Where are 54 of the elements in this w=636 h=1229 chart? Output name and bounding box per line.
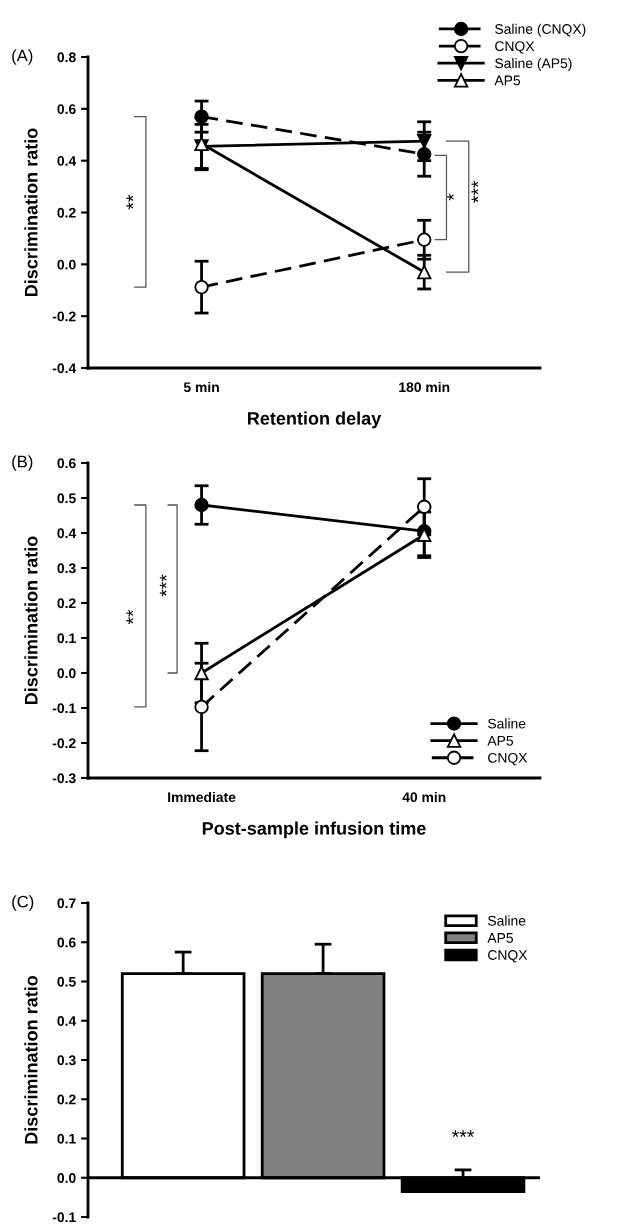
y-tick-label: 0.3 (57, 563, 76, 574)
y-tick-label: -0.4 (52, 363, 77, 374)
y-axis-title: Discrimination ratio (24, 536, 38, 705)
annotation: *** (471, 180, 479, 203)
annotation: ** (126, 194, 134, 210)
legend-label: Saline (488, 718, 526, 729)
y-axis-title: Discrimination ratio (24, 128, 38, 297)
y-tick-label: 0.4 (57, 1016, 77, 1026)
legend-label: CNQX (495, 41, 535, 54)
annotation: ** (126, 609, 134, 625)
text: (A) (12, 49, 33, 65)
x-axis-title: Post-sample infusion time (202, 821, 426, 839)
y-tick-label: 0.3 (57, 1055, 76, 1066)
y-tick-label: 0.0 (57, 1173, 76, 1183)
x-tick-label: 5 min (183, 381, 219, 393)
legend-label: Saline (AP5) (495, 57, 572, 71)
y-tick-label: 0.5 (57, 493, 76, 504)
legend-label: Saline (CNQX) (495, 23, 586, 37)
y-tick-label: 0.4 (57, 528, 77, 539)
y-tick-label: -0.2 (52, 738, 76, 749)
annotation: * (447, 193, 454, 201)
legend-label: AP5 (487, 933, 514, 943)
text: (C) (12, 895, 34, 911)
legend-label: AP5 (487, 735, 514, 746)
x-axis-title: Retention delay (247, 411, 382, 429)
annotation: *** (159, 574, 167, 597)
y-tick-label: 0.7 (57, 898, 76, 909)
annotation: *** (451, 1130, 475, 1137)
y-tick-label: 0.6 (57, 937, 76, 948)
y-tick-label: 0.8 (57, 52, 76, 63)
y-tick-label: 0.0 (57, 668, 76, 679)
legend-label: AP5 (494, 75, 521, 86)
y-tick-label: -0.3 (52, 773, 76, 784)
x-tick-label: 40 min (402, 791, 446, 803)
legend-label: Saline (488, 915, 526, 926)
y-tick-label: 0.2 (57, 1094, 76, 1105)
y-tick-label: 0.6 (57, 458, 76, 469)
x-tick-label: Immediate (168, 791, 236, 803)
legend-label: CNQX (488, 950, 528, 963)
y-tick-label: 0.1 (57, 633, 76, 644)
y-tick-label: -0.2 (52, 311, 76, 322)
y-axis-title: Discrimination ratio (24, 975, 38, 1144)
y-tick-label: 0.2 (57, 598, 76, 609)
y-tick-label: 0.2 (57, 207, 76, 218)
y-tick-label: 0.1 (57, 1133, 76, 1144)
y-tick-label: -0.1 (52, 703, 76, 714)
text: (B) (12, 455, 33, 471)
y-tick-label: 0.0 (57, 259, 76, 270)
y-tick-label: 0.6 (57, 104, 76, 114)
y-tick-label: 0.4 (57, 156, 77, 166)
y-tick-label: -0.1 (52, 1212, 76, 1223)
x-tick-label: 180 min (399, 381, 450, 393)
y-tick-label: 0.5 (57, 976, 76, 987)
legend-label: CNQX (488, 752, 528, 766)
